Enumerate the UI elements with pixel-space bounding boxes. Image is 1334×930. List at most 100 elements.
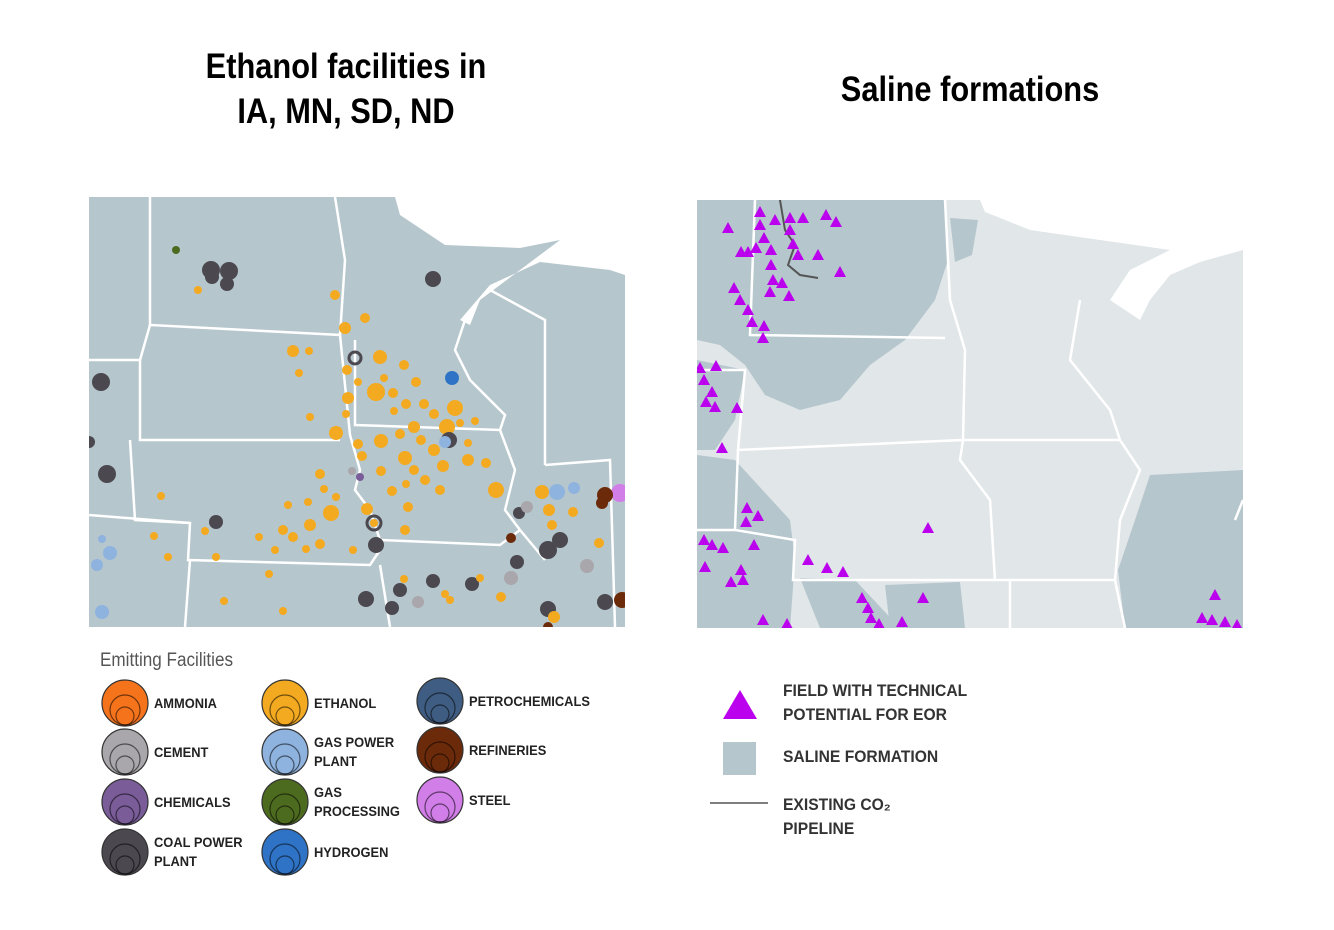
eor-field bbox=[776, 277, 788, 288]
left-title: Ethanol facilities in IA, MN, SD, ND bbox=[196, 44, 495, 134]
icon-ring bbox=[430, 704, 450, 724]
legend-icon bbox=[416, 677, 464, 725]
legend-label: HYDROGEN bbox=[314, 843, 388, 862]
icon-ring bbox=[115, 805, 135, 825]
eor-field bbox=[1232, 619, 1242, 628]
eor-field bbox=[735, 246, 747, 257]
facility-dot bbox=[342, 365, 352, 375]
legend-label-line: PROCESSING bbox=[314, 803, 400, 819]
icon-ring bbox=[261, 728, 309, 776]
facility-dot bbox=[568, 507, 578, 517]
legend-label: COAL POWER PLANT bbox=[154, 833, 243, 871]
eor-field bbox=[856, 592, 868, 603]
facility-dot bbox=[376, 466, 386, 476]
icon-ring bbox=[115, 755, 135, 775]
facility-dot bbox=[445, 371, 459, 385]
eor-field bbox=[709, 401, 721, 412]
facility-dot bbox=[284, 501, 292, 509]
facility-dot bbox=[409, 465, 419, 475]
legend-label-line: REFINERIES bbox=[469, 741, 547, 758]
legend-label-line: SALINE FORMATION bbox=[783, 747, 939, 766]
facility-dot bbox=[594, 538, 604, 548]
state-borders bbox=[697, 200, 1243, 628]
legend-label: SALINE FORMATION bbox=[783, 745, 938, 769]
legend-icon bbox=[261, 828, 309, 876]
legend-icon bbox=[101, 828, 149, 876]
eor-field bbox=[765, 244, 777, 255]
facility-dot bbox=[429, 409, 439, 419]
facility-dot bbox=[521, 501, 533, 513]
facility-dot bbox=[380, 374, 388, 382]
facility-dot bbox=[295, 369, 303, 377]
facility-dot bbox=[539, 541, 557, 559]
facility-dot bbox=[353, 439, 363, 449]
facility-dot bbox=[91, 559, 103, 571]
facility-dot bbox=[357, 451, 367, 461]
facility-dot bbox=[402, 480, 410, 488]
facility-dot bbox=[496, 592, 506, 602]
legend-label-line: PETROCHEMICALS bbox=[469, 692, 590, 709]
legend-icon bbox=[416, 726, 464, 774]
legend-label: CEMENT bbox=[154, 743, 208, 762]
legend-label-line: ETHANOL bbox=[314, 694, 377, 711]
legend-icon bbox=[101, 778, 149, 826]
eor-field bbox=[710, 360, 722, 371]
legend-label-line: HYDROGEN bbox=[314, 843, 389, 860]
eor-field bbox=[821, 562, 833, 573]
icon-ring bbox=[275, 805, 295, 825]
eor-field bbox=[750, 242, 762, 253]
eor-field bbox=[784, 224, 796, 235]
facility-dot bbox=[510, 555, 524, 569]
facility-dot bbox=[368, 537, 384, 553]
title-line: Ethanol facilities in bbox=[205, 47, 487, 86]
facility-dot bbox=[150, 532, 158, 540]
title-line: IA, MN, SD, ND bbox=[237, 92, 455, 131]
facility-dot bbox=[614, 592, 625, 608]
facility-dot bbox=[390, 407, 398, 415]
legend-icon bbox=[101, 679, 149, 727]
facility-dot bbox=[399, 360, 409, 370]
facility-dot bbox=[315, 469, 325, 479]
icon-ring bbox=[275, 706, 295, 726]
legend-label: GAS POWER PLANT bbox=[314, 733, 394, 771]
left-map bbox=[89, 197, 625, 627]
eor-field bbox=[698, 374, 710, 385]
legend-label-line: PLANT bbox=[154, 853, 197, 869]
eor-field bbox=[754, 206, 766, 217]
facility-dot bbox=[447, 400, 463, 416]
legend-label: FIELD WITH TECHNICAL POTENTIAL FOR EOR bbox=[783, 679, 967, 727]
facility-dot bbox=[220, 262, 238, 280]
title-line: Saline formations bbox=[840, 70, 1100, 109]
facility-dot bbox=[543, 622, 553, 627]
eor-field bbox=[820, 209, 832, 220]
eor-field bbox=[752, 510, 764, 521]
icon-ring bbox=[416, 776, 464, 824]
facility-dot bbox=[408, 421, 420, 433]
facility-dot bbox=[330, 290, 340, 300]
eor-field bbox=[1206, 614, 1218, 625]
facility-dot bbox=[548, 611, 560, 623]
facility-dot bbox=[580, 559, 594, 573]
facility-dot bbox=[465, 577, 479, 591]
facility-dot bbox=[209, 515, 223, 529]
legend-label-line: GAS POWER bbox=[314, 734, 395, 750]
eor-field bbox=[748, 539, 760, 550]
icon-ring bbox=[261, 828, 309, 876]
facility-dot bbox=[543, 504, 555, 516]
facility-dot bbox=[220, 277, 234, 291]
legend-icon bbox=[416, 776, 464, 824]
facility-dot bbox=[504, 571, 518, 585]
legend-label-line: PLANT bbox=[314, 753, 357, 769]
eor-field bbox=[746, 316, 758, 327]
right-title: Saline formations bbox=[794, 67, 1146, 112]
legend-label: PETROCHEMICALS bbox=[469, 692, 590, 711]
facility-dot bbox=[220, 597, 228, 605]
legend-icon bbox=[723, 742, 756, 775]
eor-field bbox=[706, 386, 718, 397]
facility-dot bbox=[255, 533, 263, 541]
eor-field bbox=[797, 212, 809, 223]
facility-dot bbox=[596, 497, 608, 509]
facility-dot bbox=[401, 399, 411, 409]
facility-dot bbox=[385, 601, 399, 615]
facility-dot bbox=[98, 535, 106, 543]
